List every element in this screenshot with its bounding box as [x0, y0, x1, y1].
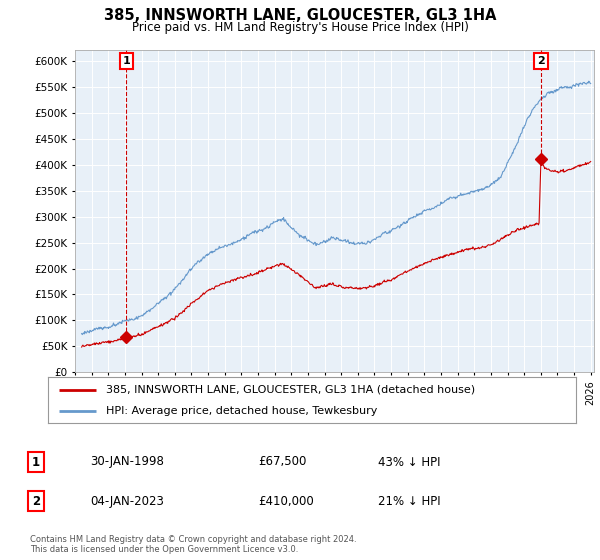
Text: 385, INNSWORTH LANE, GLOUCESTER, GL3 1HA (detached house): 385, INNSWORTH LANE, GLOUCESTER, GL3 1HA… — [106, 385, 475, 395]
Text: 2: 2 — [537, 56, 545, 66]
Text: 385, INNSWORTH LANE, GLOUCESTER, GL3 1HA: 385, INNSWORTH LANE, GLOUCESTER, GL3 1HA — [104, 8, 496, 24]
Text: 04-JAN-2023: 04-JAN-2023 — [90, 494, 164, 508]
Text: Price paid vs. HM Land Registry's House Price Index (HPI): Price paid vs. HM Land Registry's House … — [131, 21, 469, 34]
Text: 43% ↓ HPI: 43% ↓ HPI — [378, 455, 440, 469]
Text: £67,500: £67,500 — [258, 455, 307, 469]
Text: 1: 1 — [122, 56, 130, 66]
Text: HPI: Average price, detached house, Tewkesbury: HPI: Average price, detached house, Tewk… — [106, 407, 377, 416]
Text: 21% ↓ HPI: 21% ↓ HPI — [378, 494, 440, 508]
Text: £410,000: £410,000 — [258, 494, 314, 508]
Text: 30-JAN-1998: 30-JAN-1998 — [90, 455, 164, 469]
Text: 2: 2 — [32, 494, 40, 508]
Text: 1: 1 — [32, 455, 40, 469]
Text: Contains HM Land Registry data © Crown copyright and database right 2024.
This d: Contains HM Land Registry data © Crown c… — [30, 535, 356, 554]
